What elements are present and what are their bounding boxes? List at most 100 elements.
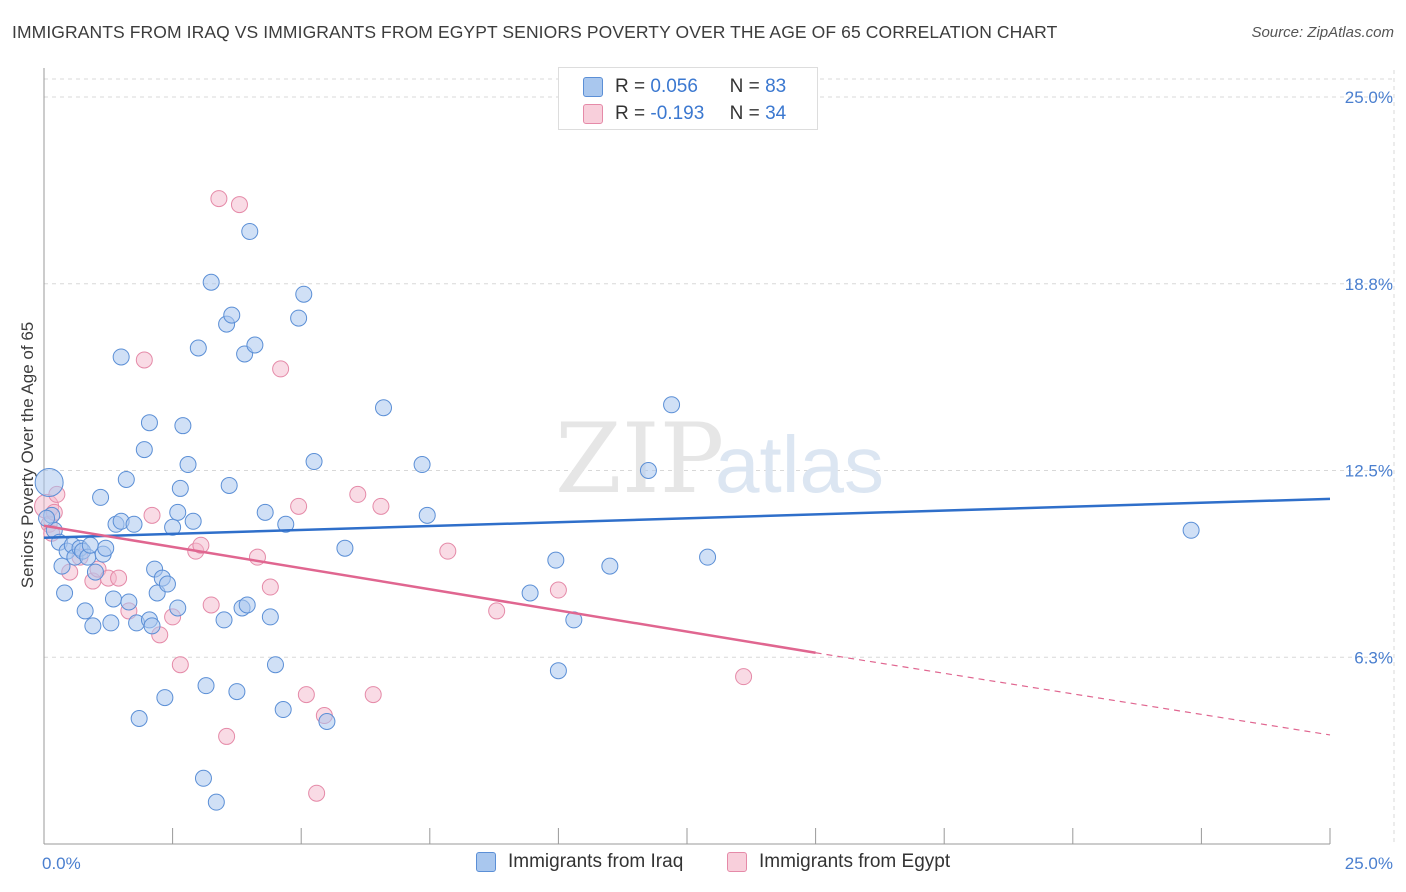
iraq-swatch — [583, 77, 603, 97]
stats-legend: R = 0.056 N = 83 R = -0.193 N = 34 — [558, 67, 818, 130]
point-iraq — [418, 506, 436, 524]
point-iraq — [86, 563, 104, 581]
point-iraq — [197, 677, 215, 695]
point-iraq — [164, 518, 182, 536]
point-iraq — [140, 414, 158, 432]
series-iraq-points — [34, 222, 1200, 811]
point-egypt — [439, 542, 457, 560]
point-iraq — [184, 512, 202, 530]
r-value-iraq: 0.056 — [650, 76, 698, 97]
stats-row-iraq: R = 0.056 N = 83 — [583, 74, 786, 100]
point-iraq — [266, 656, 284, 674]
n-label: N = — [729, 103, 760, 124]
point-iraq — [76, 602, 94, 620]
r-label: R = — [615, 103, 646, 124]
iraq-legend-swatch — [476, 852, 496, 872]
point-iraq — [169, 503, 187, 521]
point-iraq — [639, 462, 657, 479]
watermark: ZIP atlas — [555, 403, 884, 515]
chart-title: IMMIGRANTS FROM IRAQ VS IMMIGRANTS FROM … — [12, 22, 1058, 42]
point-egypt — [308, 784, 326, 802]
y-tick-label: 25.0% — [1345, 88, 1393, 107]
point-egypt — [110, 569, 128, 587]
point-iraq — [174, 417, 192, 435]
trend-line-iraq — [43, 497, 1331, 539]
r-value-egypt: -0.193 — [650, 103, 705, 124]
point-egypt — [202, 596, 220, 614]
point-egypt — [372, 497, 390, 515]
point-egypt — [135, 351, 153, 369]
point-iraq — [112, 348, 130, 366]
point-egypt — [192, 536, 210, 554]
point-iraq — [256, 503, 274, 521]
point-iraq — [549, 662, 567, 680]
point-egypt — [488, 602, 506, 620]
point-iraq — [158, 575, 176, 593]
point-iraq — [246, 336, 264, 354]
y-tick-label: 12.5% — [1345, 462, 1393, 481]
point-egypt — [349, 485, 367, 503]
point-egypt — [735, 668, 753, 686]
legend-item-egypt[interactable]: Immigrants from Egypt — [727, 851, 950, 873]
point-egypt — [290, 497, 308, 515]
point-iraq — [241, 222, 259, 240]
x-tick-label-max: 25.0% — [1345, 854, 1393, 873]
point-iraq — [207, 793, 225, 811]
point-iraq — [295, 285, 313, 303]
point-iraq — [84, 617, 102, 635]
axes — [43, 68, 1331, 845]
trend-line-egypt-extension — [815, 652, 1331, 736]
y-tick-label: 6.3% — [1354, 648, 1393, 667]
point-iraq — [143, 617, 161, 635]
point-iraq — [223, 306, 241, 324]
egypt-legend-swatch — [727, 852, 747, 872]
point-egypt — [143, 506, 161, 524]
point-iraq — [290, 309, 308, 327]
point-iraq — [375, 399, 393, 417]
n-value-egypt: 34 — [765, 103, 787, 124]
point-iraq — [38, 509, 56, 527]
legend-item-iraq[interactable]: Immigrants from Iraq — [476, 851, 683, 873]
point-iraq — [34, 467, 64, 497]
point-iraq — [97, 539, 115, 557]
point-iraq — [56, 584, 74, 602]
legend-label-egypt: Immigrants from Egypt — [759, 851, 951, 872]
point-iraq — [601, 557, 619, 575]
legend-label-iraq: Immigrants from Iraq — [508, 851, 684, 872]
point-iraq — [663, 396, 681, 414]
y-axis-title: Seniors Poverty Over the Age of 65 — [18, 322, 37, 588]
point-egypt — [272, 360, 290, 378]
point-egypt — [230, 196, 248, 214]
point-egypt — [210, 190, 228, 208]
point-iraq — [189, 339, 207, 357]
point-iraq — [277, 515, 295, 533]
point-iraq — [135, 441, 153, 459]
n-label: N = — [729, 76, 760, 97]
point-iraq — [547, 551, 565, 569]
point-iraq — [274, 701, 292, 719]
point-egypt — [549, 581, 567, 599]
point-iraq — [305, 453, 323, 471]
point-iraq — [413, 456, 431, 474]
point-iraq — [102, 614, 120, 632]
point-iraq — [125, 515, 143, 533]
point-iraq — [238, 596, 256, 614]
source-label: Source: ZipAtlas.com — [1251, 24, 1394, 41]
point-iraq — [92, 488, 110, 506]
point-iraq — [169, 599, 187, 617]
point-egypt — [218, 727, 236, 745]
point-iraq — [699, 548, 717, 566]
r-label: R = — [615, 76, 646, 97]
point-iraq — [1182, 521, 1200, 539]
point-iraq — [215, 611, 233, 629]
point-iraq — [171, 479, 189, 497]
point-iraq — [261, 608, 279, 626]
point-iraq — [104, 590, 122, 608]
series-legend: Immigrants from Iraq Immigrants from Egy… — [0, 851, 1406, 877]
point-iraq — [521, 584, 539, 602]
point-iraq — [156, 689, 174, 707]
point-iraq — [318, 712, 336, 730]
n-value-iraq: 83 — [765, 76, 787, 97]
x-tick-label-min: 0.0% — [42, 854, 81, 873]
